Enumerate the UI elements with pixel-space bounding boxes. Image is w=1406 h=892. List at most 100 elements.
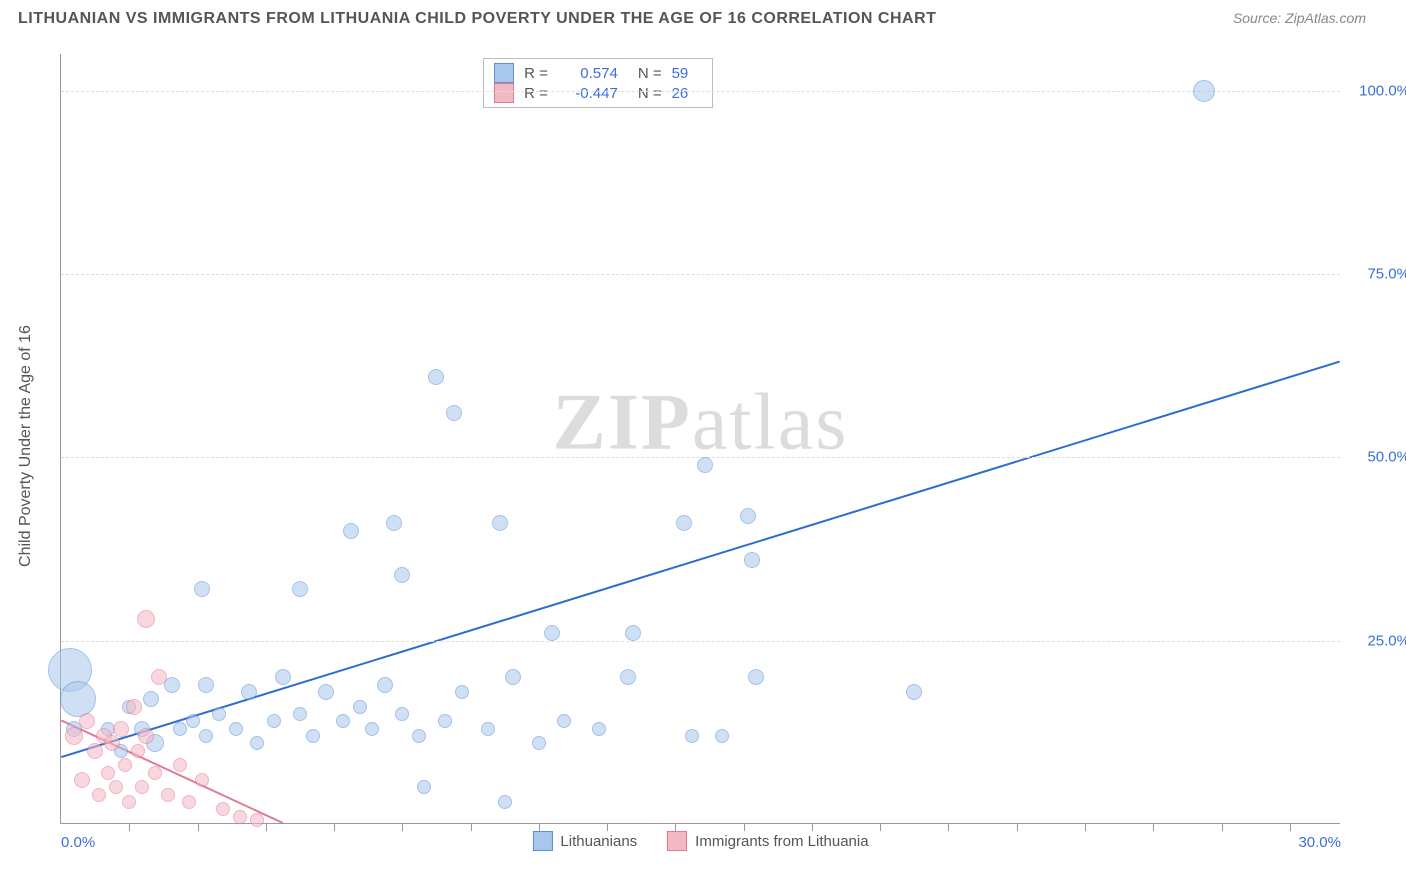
data-point bbox=[104, 735, 120, 751]
data-point bbox=[343, 523, 359, 539]
data-point bbox=[544, 625, 560, 641]
y-tick-label: 50.0% bbox=[1367, 449, 1406, 466]
x-minor-tick bbox=[744, 823, 745, 831]
stats-row: R =-0.447N =26 bbox=[494, 83, 702, 103]
data-point bbox=[395, 707, 409, 721]
data-point bbox=[212, 707, 226, 721]
x-minor-tick bbox=[129, 823, 130, 831]
stats-row: R =0.574N =59 bbox=[494, 63, 702, 83]
data-point bbox=[101, 766, 115, 780]
gridline-horizontal bbox=[61, 91, 1340, 92]
data-point bbox=[446, 405, 462, 421]
data-point bbox=[182, 795, 196, 809]
data-point bbox=[65, 727, 83, 745]
data-point bbox=[740, 508, 756, 524]
data-point bbox=[137, 610, 155, 628]
x-minor-tick bbox=[607, 823, 608, 831]
data-point bbox=[109, 780, 123, 794]
data-point bbox=[365, 722, 379, 736]
data-point bbox=[428, 369, 444, 385]
correlation-stats-box: R =0.574N =59R =-0.447N =26 bbox=[483, 58, 713, 108]
data-point bbox=[74, 772, 90, 788]
n-label: N = bbox=[638, 85, 662, 102]
data-point bbox=[60, 681, 96, 717]
data-point bbox=[161, 788, 175, 802]
data-point bbox=[906, 684, 922, 700]
data-point bbox=[1193, 80, 1215, 102]
data-point bbox=[438, 714, 452, 728]
data-point bbox=[532, 736, 546, 750]
data-point bbox=[87, 743, 103, 759]
source-label: Source: bbox=[1233, 10, 1285, 26]
data-point bbox=[173, 758, 187, 772]
trend-lines-layer bbox=[61, 54, 1340, 823]
data-point bbox=[250, 813, 264, 827]
x-minor-tick bbox=[539, 823, 540, 831]
gridline-horizontal bbox=[61, 641, 1340, 642]
watermark: ZIPatlas bbox=[553, 378, 849, 469]
r-value: 0.574 bbox=[558, 65, 618, 82]
data-point bbox=[498, 795, 512, 809]
data-point bbox=[194, 581, 210, 597]
source-attribution: Source: ZipAtlas.com bbox=[1233, 10, 1366, 26]
data-point bbox=[143, 691, 159, 707]
legend-label: Lithuanians bbox=[560, 833, 637, 850]
data-point bbox=[229, 722, 243, 736]
data-point bbox=[135, 780, 149, 794]
data-point bbox=[505, 669, 521, 685]
data-point bbox=[412, 729, 426, 743]
data-point bbox=[492, 515, 508, 531]
data-point bbox=[481, 722, 495, 736]
legend-swatch bbox=[532, 831, 552, 851]
x-minor-tick bbox=[948, 823, 949, 831]
x-minor-tick bbox=[1290, 823, 1291, 831]
data-point bbox=[386, 515, 402, 531]
x-minor-tick bbox=[1153, 823, 1154, 831]
watermark-bold: ZIP bbox=[553, 379, 692, 467]
data-point bbox=[748, 669, 764, 685]
data-point bbox=[92, 788, 106, 802]
x-minor-tick bbox=[1085, 823, 1086, 831]
data-point bbox=[250, 736, 264, 750]
y-tick-label: 100.0% bbox=[1359, 82, 1406, 99]
data-point bbox=[275, 669, 291, 685]
data-point bbox=[126, 699, 142, 715]
x-tick-label: 30.0% bbox=[1298, 834, 1341, 851]
chart-header: LITHUANIAN VS IMMIGRANTS FROM LITHUANIA … bbox=[0, 0, 1406, 34]
r-label: R = bbox=[524, 85, 548, 102]
data-point bbox=[715, 729, 729, 743]
data-point bbox=[148, 766, 162, 780]
series-swatch bbox=[494, 63, 514, 83]
data-point bbox=[267, 714, 281, 728]
data-point bbox=[306, 729, 320, 743]
data-point bbox=[592, 722, 606, 736]
data-point bbox=[353, 700, 367, 714]
y-tick-label: 25.0% bbox=[1367, 632, 1406, 649]
series-swatch bbox=[494, 83, 514, 103]
data-point bbox=[198, 677, 214, 693]
legend-label: Immigrants from Lithuania bbox=[695, 833, 868, 850]
data-point bbox=[195, 773, 209, 787]
gridline-horizontal bbox=[61, 274, 1340, 275]
chart-title: LITHUANIAN VS IMMIGRANTS FROM LITHUANIA … bbox=[18, 10, 936, 28]
x-minor-tick bbox=[812, 823, 813, 831]
legend-swatch bbox=[667, 831, 687, 851]
data-point bbox=[318, 684, 334, 700]
x-minor-tick bbox=[198, 823, 199, 831]
source-name: ZipAtlas.com bbox=[1285, 10, 1366, 26]
n-value: 59 bbox=[672, 65, 702, 82]
y-tick-label: 75.0% bbox=[1367, 266, 1406, 283]
y-axis-label: Child Poverty Under the Age of 16 bbox=[17, 325, 35, 567]
data-point bbox=[151, 669, 167, 685]
data-point bbox=[377, 677, 393, 693]
scatter-chart: ZIPatlas R =0.574N =59R =-0.447N =26 Lit… bbox=[60, 54, 1340, 824]
data-point bbox=[394, 567, 410, 583]
data-point bbox=[79, 713, 95, 729]
legend-item: Lithuanians bbox=[532, 831, 637, 851]
data-point bbox=[138, 728, 154, 744]
data-point bbox=[186, 714, 200, 728]
data-point bbox=[241, 684, 257, 700]
chart-legend: Lithuanians Immigrants from Lithuania bbox=[532, 831, 868, 851]
legend-item: Immigrants from Lithuania bbox=[667, 831, 868, 851]
data-point bbox=[336, 714, 350, 728]
